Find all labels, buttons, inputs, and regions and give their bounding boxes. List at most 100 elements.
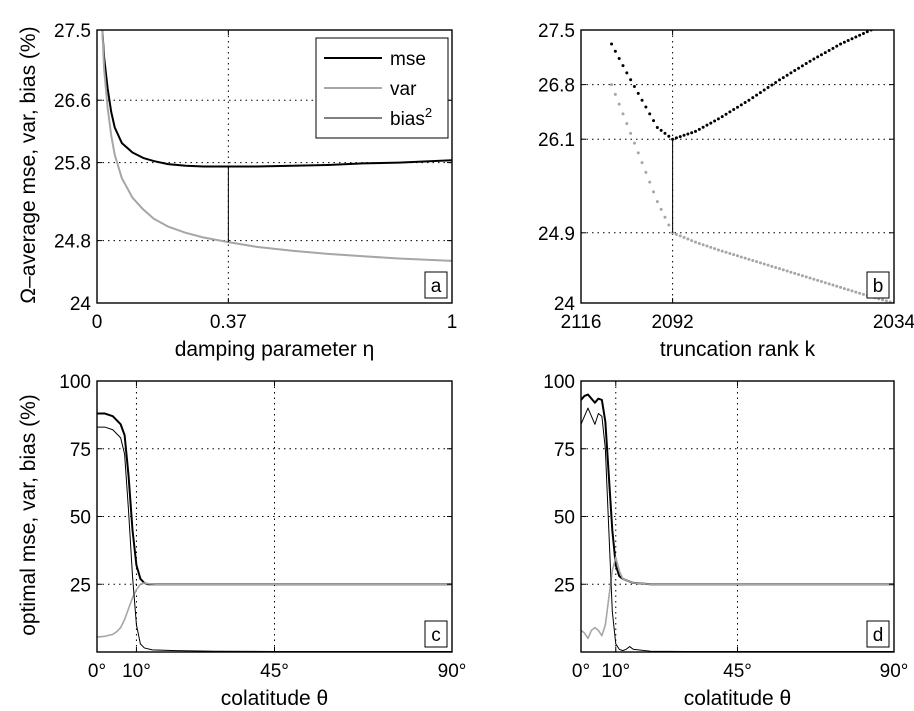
point-var: [793, 271, 797, 275]
point-mse: [793, 69, 797, 73]
point-var: [663, 215, 667, 219]
x-tick-label: 2092: [651, 312, 693, 333]
point-var: [823, 281, 827, 285]
point-var: [739, 255, 743, 259]
point-mse: [690, 131, 694, 135]
point-mse: [777, 78, 781, 82]
panel-c-plot: [97, 412, 452, 652]
y-tick-label: 75: [70, 440, 91, 461]
point-var: [659, 207, 663, 211]
point-var: [652, 190, 656, 194]
point-mse: [739, 103, 743, 107]
point-mse: [850, 37, 854, 41]
point-var: [884, 299, 888, 303]
point-var: [732, 253, 736, 257]
point-var: [632, 141, 636, 145]
point-var: [716, 248, 720, 252]
point-var: [694, 240, 698, 244]
y-tick-label: 24.9: [538, 224, 575, 245]
point-var: [629, 131, 633, 135]
point-var: [674, 232, 678, 236]
point-mse: [697, 127, 701, 131]
series-var-line: [97, 582, 452, 638]
point-var: [701, 243, 705, 247]
point-mse: [625, 71, 629, 75]
point-mse: [610, 42, 614, 46]
y-tick-label: 27.5: [538, 21, 575, 42]
point-var: [655, 200, 659, 204]
series-var-line: [101, 30, 452, 262]
x-tick-label: 10°: [601, 661, 630, 682]
point-var: [686, 237, 690, 241]
point-var: [839, 285, 843, 289]
panel-letter-box: [866, 271, 890, 299]
point-mse: [861, 32, 865, 36]
shared-ylabel-top: Ω–average mse, var, bias (%): [17, 26, 40, 303]
series-mse-points: [610, 30, 873, 141]
point-mse: [617, 56, 621, 60]
x-tick-label: 0°: [572, 661, 590, 682]
point-var: [804, 275, 808, 279]
point-var: [751, 258, 755, 262]
point-var: [617, 102, 621, 106]
x-tick-label: 0°: [88, 661, 106, 682]
point-mse: [713, 119, 717, 123]
point-var: [785, 269, 789, 273]
y-tick-label: 50: [70, 508, 91, 529]
x-tick-label: 45°: [260, 661, 289, 682]
series-mse-line: [97, 412, 452, 586]
point-mse: [621, 64, 625, 68]
y-tick-label: 75: [554, 440, 575, 461]
y-tick-label: 24.8: [54, 232, 91, 253]
point-mse: [835, 44, 839, 48]
point-mse: [747, 98, 751, 102]
point-var: [858, 291, 862, 295]
point-var: [736, 254, 739, 258]
x-tick-label: 2034: [873, 312, 914, 333]
point-mse: [652, 119, 656, 123]
panel-a: 0 0.37 1 24 24.8 25.8 26.6 27.5 damping paramete…: [54, 21, 457, 361]
point-mse: [659, 128, 663, 132]
point-mse: [663, 131, 667, 135]
point-mse: [655, 126, 659, 129]
point-var: [770, 264, 774, 268]
point-var: [728, 251, 732, 255]
panel-d: 0° 10° 45° 90° 25 50 75 100 colatitude θ d: [543, 372, 908, 710]
point-var: [636, 151, 640, 155]
point-var: [797, 273, 801, 277]
panel-c: 0° 10° 45° 90° 25 50 75 100 colatitude θ c: [59, 372, 466, 710]
point-var: [713, 247, 717, 251]
point-var: [613, 92, 617, 96]
x-tick-label: 0.37: [210, 312, 247, 333]
point-mse: [678, 135, 682, 139]
point-var: [678, 234, 682, 238]
point-var: [762, 262, 766, 266]
point-mse: [636, 91, 640, 95]
shared-ylabel-bottom: optimal mse, var, bias (%): [17, 394, 40, 636]
point-mse: [751, 96, 755, 100]
panel-b-plot: [610, 30, 894, 303]
point-var: [747, 257, 751, 261]
point-mse: [716, 117, 720, 121]
panel-b-xlabel: truncation rank k: [660, 338, 816, 361]
point-mse: [762, 88, 766, 92]
point-var: [724, 250, 728, 254]
point-mse: [842, 40, 846, 44]
point-var: [621, 112, 625, 116]
panel-letter: d: [873, 625, 884, 646]
point-var: [846, 288, 850, 292]
panel-b-frame: [580, 29, 895, 304]
y-tick-label: 25: [554, 575, 575, 596]
point-mse: [846, 39, 850, 43]
point-mse: [827, 48, 831, 52]
series-var-points: [610, 83, 894, 303]
point-mse: [705, 123, 709, 127]
point-var: [697, 241, 701, 245]
point-var: [842, 287, 846, 291]
panel-letter: a: [431, 276, 442, 297]
panel-d-frame: [580, 380, 895, 653]
point-var: [720, 249, 724, 253]
point-mse: [667, 134, 671, 138]
